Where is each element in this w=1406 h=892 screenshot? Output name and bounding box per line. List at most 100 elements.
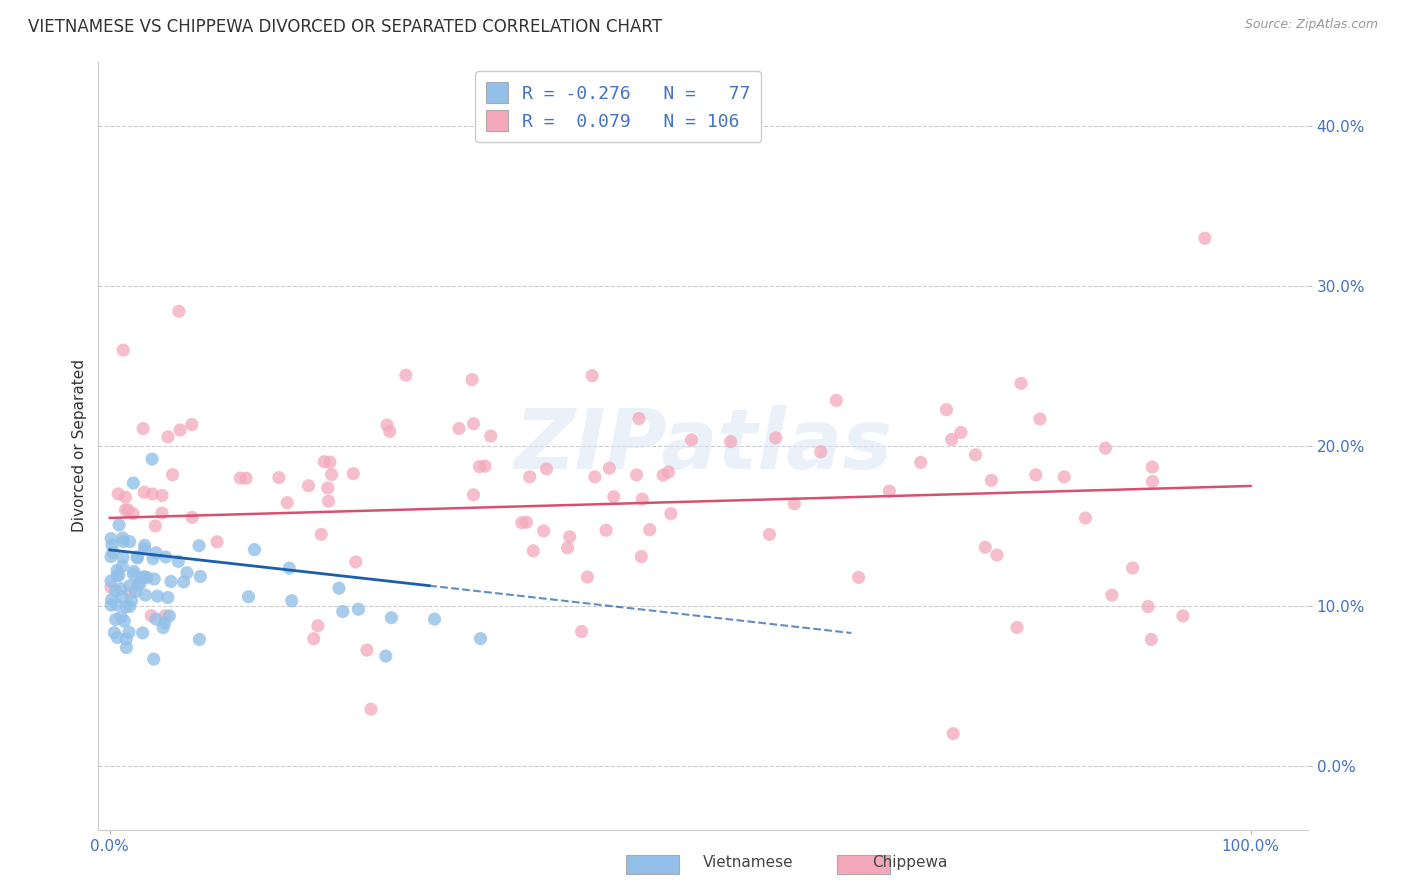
Point [131,626,153,640]
Point [160,574,183,589]
Point [103,625,125,640]
Point [105,563,128,577]
Point [302,632,325,646]
Point [169,423,191,437]
Point [583,470,606,484]
Point [461,373,484,387]
Point [423,612,446,626]
Point [152,621,174,635]
Point [229,471,252,485]
Point [1122,561,1144,575]
Point [316,481,339,495]
Point [104,612,127,626]
Point [188,569,211,583]
Point [114,490,136,504]
Point [595,523,617,537]
Point [125,549,148,564]
Point [235,471,257,485]
Point [479,429,502,443]
Point [110,582,132,596]
Point [974,540,997,554]
Point [145,546,167,560]
Point [942,726,965,740]
Point [1005,620,1028,634]
Point [1053,470,1076,484]
Point [117,503,139,517]
Point [395,368,418,383]
Point [659,507,682,521]
Point [1025,467,1047,482]
Point [100,598,122,612]
Point [110,609,132,624]
Point [267,470,290,484]
Legend: R = -0.276   N =   77, R =  0.079   N = 106: R = -0.276 N = 77, R = 0.079 N = 106 [475,71,762,142]
Text: Chippewa: Chippewa [872,855,948,870]
Point [141,452,163,467]
Point [360,702,382,716]
Point [278,561,301,575]
Point [879,484,901,499]
Point [342,467,364,481]
Point [380,610,402,624]
Point [571,624,593,639]
Point [100,574,122,588]
Point [150,506,173,520]
Point [118,625,141,640]
Point [630,549,652,564]
Point [519,470,541,484]
Point [115,632,138,646]
Y-axis label: Divorced or Separated: Divorced or Separated [72,359,87,533]
Point [297,479,319,493]
Point [112,614,135,628]
Point [112,343,135,357]
Point [155,549,177,564]
Point [118,579,141,593]
Point [128,576,150,591]
Point [463,417,485,431]
Point [153,615,176,630]
Point [134,538,156,552]
Point [122,565,145,579]
Point [1142,475,1164,489]
Point [153,608,176,623]
Point [910,455,932,469]
Point [720,434,742,449]
Point [101,538,124,552]
Bar [837,855,890,874]
Text: VIETNAMESE VS CHIPPEWA DIVORCED OR SEPARATED CORRELATION CHART: VIETNAMESE VS CHIPPEWA DIVORCED OR SEPAR… [28,18,662,36]
Point [118,534,141,549]
Point [100,581,122,595]
Point [1010,376,1032,391]
Point [156,591,179,605]
Point [347,602,370,616]
Point [143,519,166,533]
Point [127,550,149,565]
Point [131,571,153,585]
Point [205,534,228,549]
Point [321,467,343,482]
Point [111,550,134,565]
Point [1194,231,1216,245]
Point [318,494,340,508]
Point [141,487,163,501]
Point [510,516,533,530]
Point [162,467,184,482]
Point [115,640,138,655]
Point [122,476,145,491]
Point [108,517,131,532]
Point [280,593,302,607]
Point [935,402,957,417]
Point [121,593,143,607]
Point [132,421,155,435]
Point [142,551,165,566]
Point [143,572,166,586]
Point [122,507,145,521]
Point [243,542,266,557]
Point [965,448,987,462]
Point [558,530,581,544]
Point [474,459,496,474]
Point [105,631,128,645]
Point [173,574,195,589]
Point [758,527,780,541]
Point [176,566,198,580]
